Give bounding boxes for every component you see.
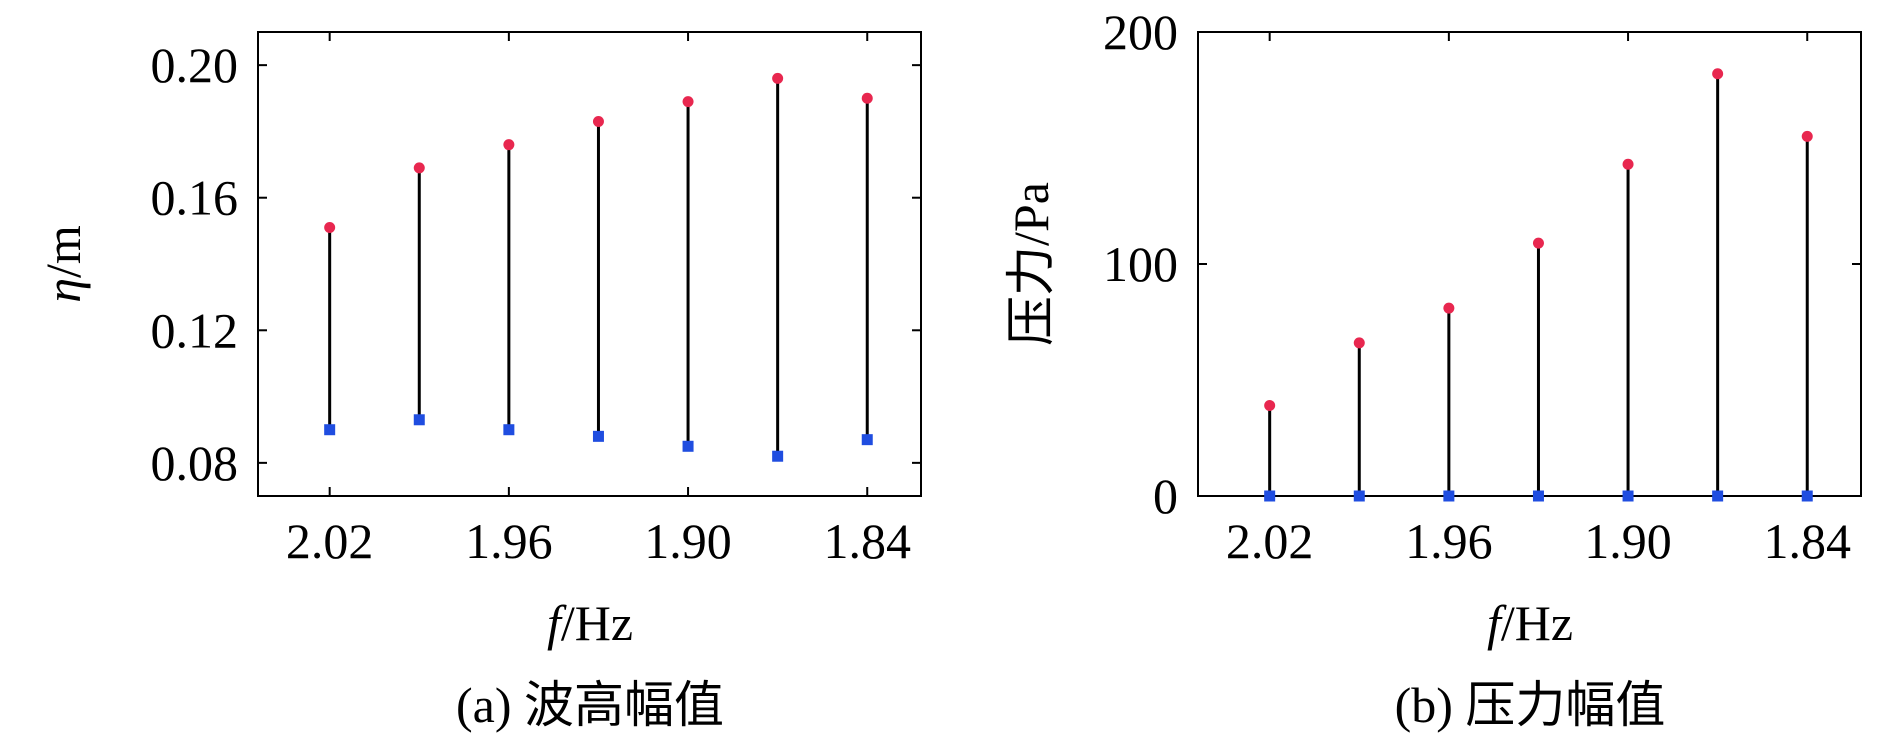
square-point bbox=[682, 440, 694, 452]
square-point bbox=[324, 424, 336, 436]
square-point bbox=[1443, 490, 1455, 502]
square-point bbox=[1532, 490, 1544, 502]
square-point bbox=[861, 434, 873, 446]
y-ticks: 0.08 0.12 0.16 0.20 bbox=[151, 37, 921, 491]
plot-marks bbox=[324, 72, 873, 462]
x-axis-label: f/Hz bbox=[547, 595, 633, 651]
square-point bbox=[413, 414, 425, 426]
square-point bbox=[1712, 490, 1724, 502]
square-point bbox=[1801, 490, 1813, 502]
y-tick-label: 0.20 bbox=[151, 37, 239, 93]
square-point bbox=[503, 424, 515, 436]
circle-point bbox=[592, 115, 604, 127]
circle-point bbox=[772, 72, 784, 84]
panel-caption: (b) 压力幅值 bbox=[1395, 677, 1666, 733]
panel-wave-height: 0.08 0.12 0.16 0.20 2.02 1.96 1.90 1.84 η/m f/… bbox=[35, 31, 922, 733]
plot-frame bbox=[257, 31, 922, 497]
circle-point bbox=[1801, 130, 1813, 142]
circle-point bbox=[503, 139, 515, 151]
circle-point bbox=[1353, 337, 1365, 349]
circle-point bbox=[1443, 302, 1455, 314]
x-tick-label: 1.84 bbox=[823, 513, 911, 569]
x-tick-label: 1.84 bbox=[1763, 513, 1851, 569]
y-ticks: 0 100 200 bbox=[1103, 4, 1861, 524]
circle-point bbox=[324, 222, 336, 234]
x-tick-label: 1.96 bbox=[1405, 513, 1493, 569]
x-ticks: 2.02 1.96 1.90 1.84 bbox=[1226, 32, 1851, 569]
square-point bbox=[1353, 490, 1365, 502]
circle-point bbox=[682, 96, 694, 108]
circle-point bbox=[413, 162, 425, 174]
circle-point bbox=[1264, 400, 1276, 412]
y-tick-label: 0.16 bbox=[151, 170, 239, 226]
y-tick-label: 0.08 bbox=[151, 435, 239, 491]
x-tick-label: 1.90 bbox=[644, 513, 732, 569]
circle-point bbox=[1622, 158, 1634, 170]
circle-point bbox=[1712, 68, 1724, 80]
x-tick-label: 1.90 bbox=[1584, 513, 1672, 569]
square-point bbox=[592, 430, 604, 442]
circle-point bbox=[1532, 237, 1544, 249]
y-tick-label: 0.12 bbox=[151, 302, 239, 358]
y-tick-label: 100 bbox=[1103, 236, 1178, 292]
x-tick-label: 1.96 bbox=[465, 513, 553, 569]
y-tick-label: 200 bbox=[1103, 4, 1178, 60]
panel-caption: (a) 波高幅值 bbox=[456, 677, 724, 733]
panel-pressure: 0 100 200 2.02 1.96 1.90 1.84 压力/Pa f/Hz (b) … bbox=[1003, 4, 1862, 733]
square-point bbox=[1264, 490, 1276, 502]
plot-marks bbox=[1264, 68, 1813, 502]
x-tick-label: 2.02 bbox=[1226, 513, 1314, 569]
y-axis-label: 压力/Pa bbox=[1003, 182, 1059, 346]
y-tick-label: 0 bbox=[1153, 468, 1178, 524]
circle-point bbox=[861, 92, 873, 104]
x-tick-label: 2.02 bbox=[286, 513, 374, 569]
x-ticks: 2.02 1.96 1.90 1.84 bbox=[286, 32, 911, 569]
square-point bbox=[772, 450, 784, 462]
y-axis-label: η/m bbox=[35, 225, 91, 303]
plot-frame bbox=[1197, 31, 1862, 497]
square-point bbox=[1622, 490, 1634, 502]
x-axis-label: f/Hz bbox=[1487, 595, 1573, 651]
